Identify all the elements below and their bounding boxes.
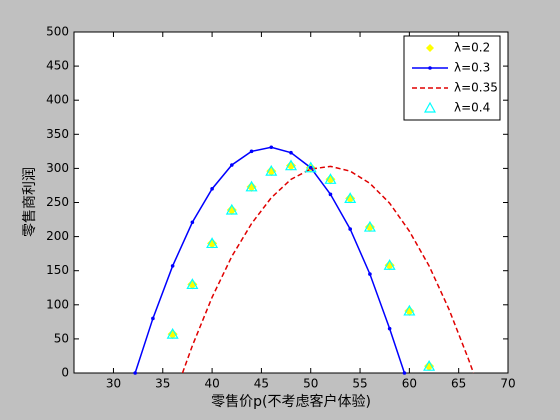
- y-tick-label: 150: [46, 263, 69, 277]
- point-marker: [230, 163, 234, 167]
- point-marker: [246, 181, 257, 192]
- x-tick-label: 55: [352, 377, 367, 391]
- point-marker: [186, 278, 199, 289]
- legend-marker: [428, 66, 432, 70]
- legend-marker: [423, 101, 437, 113]
- legend-label: λ=0.3: [454, 61, 490, 75]
- point-marker: [348, 227, 352, 231]
- point-marker: [383, 259, 396, 270]
- y-tick-label: 450: [46, 59, 69, 73]
- point-marker: [249, 149, 254, 154]
- point-marker: [265, 164, 278, 176]
- point-marker: [345, 193, 356, 204]
- x-tick-label: 70: [500, 377, 515, 391]
- y-tick-label: 100: [46, 297, 69, 311]
- point-marker: [284, 159, 298, 171]
- y-tick-label: 400: [46, 93, 69, 107]
- legend-label: λ=0.2: [454, 41, 490, 55]
- legend-label: λ=0.35: [454, 81, 498, 95]
- series-line: [181, 165, 475, 374]
- point-marker: [286, 160, 296, 171]
- point-marker: [324, 173, 337, 184]
- point-marker: [424, 361, 435, 372]
- point-marker: [402, 371, 407, 375]
- point-marker: [403, 304, 416, 316]
- y-tick-label: 50: [54, 331, 69, 345]
- point-marker: [206, 237, 219, 249]
- x-tick-label: 45: [254, 377, 269, 391]
- point-marker: [384, 260, 395, 271]
- point-marker: [225, 203, 238, 215]
- point-marker: [308, 165, 313, 170]
- point-marker: [210, 187, 214, 191]
- point-marker: [423, 359, 436, 371]
- y-tick-label: 200: [46, 229, 69, 243]
- point-marker: [190, 220, 195, 225]
- y-tick-label: 300: [46, 161, 69, 175]
- x-tick-label: 30: [106, 377, 121, 391]
- legend-marker: [426, 44, 434, 52]
- point-marker: [289, 150, 293, 155]
- point-marker: [133, 371, 137, 375]
- point-marker: [187, 279, 198, 290]
- legend-label: λ=0.4: [454, 101, 490, 115]
- point-marker: [245, 180, 258, 192]
- point-marker: [404, 305, 415, 316]
- x-tick-label: 40: [204, 377, 219, 391]
- x-tick-label: 50: [303, 377, 318, 391]
- point-marker: [170, 264, 175, 268]
- point-marker: [266, 166, 277, 177]
- x-tick-label: 60: [402, 377, 417, 391]
- point-marker: [151, 316, 155, 321]
- point-marker: [363, 220, 376, 232]
- point-marker: [226, 205, 237, 216]
- y-tick-label: 0: [61, 366, 69, 380]
- y-axis-label: 零售商利润: [22, 167, 38, 237]
- y-tick-label: 500: [46, 25, 69, 39]
- point-marker: [325, 174, 336, 185]
- x-tick-label: 35: [155, 377, 170, 391]
- point-marker: [368, 272, 372, 276]
- point-marker: [328, 192, 333, 197]
- point-marker: [207, 238, 218, 249]
- point-marker: [387, 326, 392, 331]
- x-axis-label: 零售价p(不考虑客户体验): [211, 393, 371, 410]
- point-marker: [344, 192, 357, 204]
- point-marker: [304, 161, 317, 173]
- point-marker: [167, 329, 178, 340]
- legend-box: [403, 35, 501, 121]
- point-marker: [269, 145, 274, 150]
- x-tick-label: 65: [451, 377, 466, 391]
- point-marker: [364, 222, 375, 233]
- y-tick-label: 250: [46, 195, 69, 209]
- y-tick-label: 350: [46, 127, 69, 141]
- point-marker: [166, 327, 179, 339]
